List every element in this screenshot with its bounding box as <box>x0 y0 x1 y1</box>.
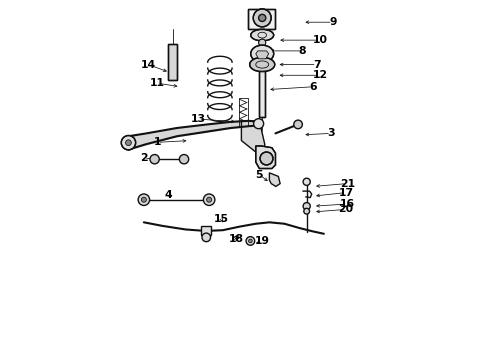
Circle shape <box>202 233 211 242</box>
Circle shape <box>203 194 215 206</box>
Bar <box>239 98 247 126</box>
Polygon shape <box>270 173 280 186</box>
Text: 20: 20 <box>339 204 354 215</box>
Text: 15: 15 <box>214 215 229 224</box>
Text: 5: 5 <box>256 170 263 180</box>
Circle shape <box>303 178 310 185</box>
Ellipse shape <box>259 39 266 46</box>
Text: 7: 7 <box>313 59 320 69</box>
Circle shape <box>150 154 159 164</box>
Ellipse shape <box>251 30 274 41</box>
Text: 11: 11 <box>149 78 165 88</box>
Circle shape <box>260 152 273 165</box>
Bar <box>259 71 265 117</box>
Text: 16: 16 <box>340 199 355 209</box>
Circle shape <box>207 197 212 202</box>
Ellipse shape <box>251 45 274 62</box>
Circle shape <box>303 203 310 210</box>
Text: 12: 12 <box>313 70 328 80</box>
Text: 2: 2 <box>140 153 147 163</box>
Text: 18: 18 <box>228 234 244 244</box>
Text: 13: 13 <box>191 114 206 124</box>
Text: 17: 17 <box>339 188 354 198</box>
Text: 8: 8 <box>298 46 306 56</box>
Text: 10: 10 <box>313 35 328 45</box>
Text: 3: 3 <box>327 129 335 138</box>
Circle shape <box>138 194 149 206</box>
Text: 21: 21 <box>340 179 355 189</box>
Text: 9: 9 <box>329 17 337 27</box>
Circle shape <box>125 140 131 145</box>
Circle shape <box>122 135 136 150</box>
Bar <box>201 226 211 234</box>
Circle shape <box>248 239 252 243</box>
Circle shape <box>254 119 264 129</box>
Polygon shape <box>256 146 275 168</box>
Circle shape <box>294 120 302 129</box>
Circle shape <box>259 14 266 22</box>
Circle shape <box>141 197 147 202</box>
Circle shape <box>246 237 255 245</box>
Text: 19: 19 <box>255 236 270 246</box>
Polygon shape <box>256 51 269 59</box>
Text: 14: 14 <box>141 59 156 69</box>
Circle shape <box>253 9 271 27</box>
Ellipse shape <box>250 57 275 72</box>
Bar <box>248 9 275 30</box>
Bar <box>168 44 177 80</box>
Bar <box>168 44 177 80</box>
Text: 4: 4 <box>164 190 171 200</box>
Bar <box>259 71 265 117</box>
Circle shape <box>179 154 189 164</box>
Polygon shape <box>242 121 265 155</box>
Text: 1: 1 <box>153 138 161 147</box>
Bar <box>248 9 275 30</box>
Circle shape <box>304 208 310 214</box>
Text: 6: 6 <box>309 82 317 92</box>
